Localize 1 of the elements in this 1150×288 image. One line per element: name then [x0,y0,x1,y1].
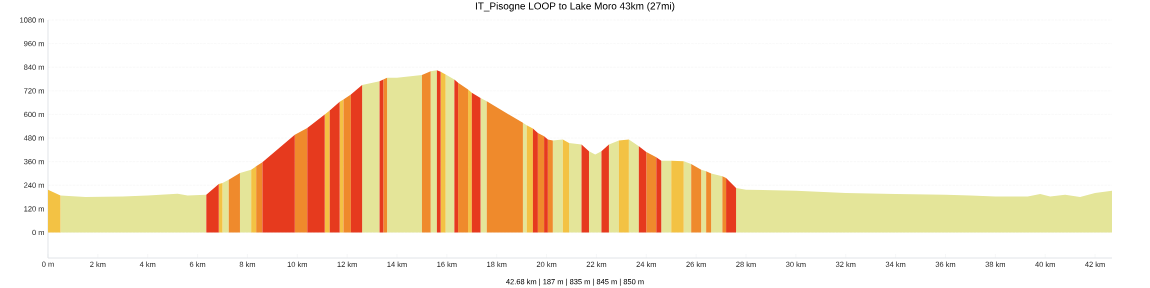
chart-title: IT_Pisogne LOOP to Lake Moro 43km (27mi) [475,2,675,12]
